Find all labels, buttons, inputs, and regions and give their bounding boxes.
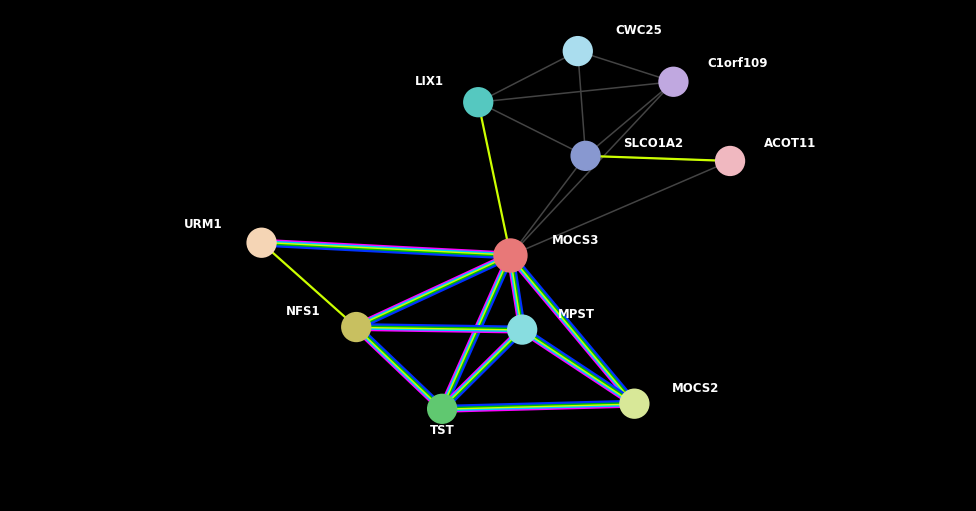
Circle shape (659, 67, 688, 96)
Text: C1orf109: C1orf109 (708, 57, 768, 71)
Circle shape (247, 228, 276, 257)
Circle shape (620, 389, 649, 418)
Text: NFS1: NFS1 (286, 305, 320, 318)
Text: TST: TST (429, 424, 455, 437)
Circle shape (494, 239, 527, 272)
Circle shape (508, 315, 537, 344)
Circle shape (715, 147, 745, 175)
Text: LIX1: LIX1 (415, 75, 444, 88)
Circle shape (571, 142, 600, 170)
Text: SLCO1A2: SLCO1A2 (623, 136, 683, 150)
Circle shape (427, 394, 457, 423)
Text: MPST: MPST (558, 308, 595, 321)
Text: CWC25: CWC25 (615, 24, 662, 37)
Circle shape (563, 37, 592, 65)
Circle shape (342, 313, 371, 341)
Circle shape (464, 88, 493, 117)
Text: MOCS2: MOCS2 (671, 382, 719, 395)
Text: URM1: URM1 (183, 218, 223, 231)
Text: MOCS3: MOCS3 (551, 234, 599, 247)
Text: ACOT11: ACOT11 (764, 136, 817, 150)
